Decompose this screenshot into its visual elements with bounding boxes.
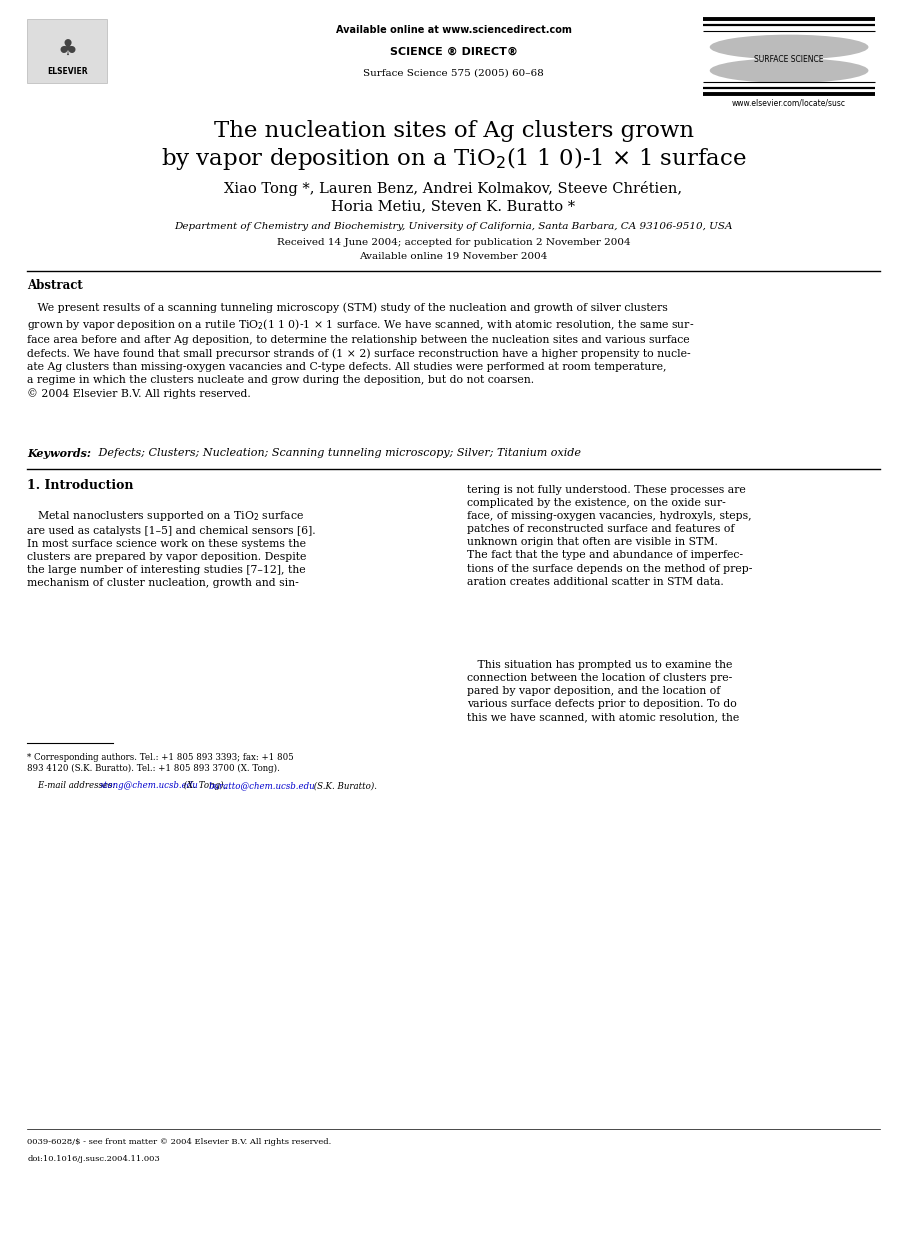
Text: Metal nanoclusters supported on a TiO$_2$ surface
are used as catalysts [1–5] an: Metal nanoclusters supported on a TiO$_2… <box>27 509 316 588</box>
Text: xtong@chem.ucsb.edu: xtong@chem.ucsb.edu <box>100 781 199 790</box>
Ellipse shape <box>710 35 869 59</box>
Text: buratto@chem.ucsb.edu: buratto@chem.ucsb.edu <box>209 781 316 790</box>
Text: (X. Tong),: (X. Tong), <box>181 781 229 790</box>
Text: Xiao Tong *, Lauren Benz, Andrei Kolmakov, Steeve Chrétien,: Xiao Tong *, Lauren Benz, Andrei Kolmako… <box>224 181 683 196</box>
Text: E-mail addresses:: E-mail addresses: <box>27 781 118 790</box>
Text: ♣: ♣ <box>57 40 77 59</box>
Text: ELSEVIER: ELSEVIER <box>47 67 87 77</box>
Text: Department of Chemistry and Biochemistry, University of California, Santa Barbar: Department of Chemistry and Biochemistry… <box>174 222 733 232</box>
Text: Defects; Clusters; Nucleation; Scanning tunneling microscopy; Silver; Titanium o: Defects; Clusters; Nucleation; Scanning … <box>95 448 581 458</box>
Text: Available online 19 November 2004: Available online 19 November 2004 <box>359 251 548 261</box>
Text: Available online at www.sciencedirect.com: Available online at www.sciencedirect.co… <box>336 25 571 35</box>
Text: SCIENCE ® DIRECT®: SCIENCE ® DIRECT® <box>389 47 518 57</box>
Text: (S.K. Buratto).: (S.K. Buratto). <box>311 781 377 790</box>
Text: 1. Introduction: 1. Introduction <box>27 479 133 491</box>
Text: The nucleation sites of Ag clusters grown: The nucleation sites of Ag clusters grow… <box>213 120 694 142</box>
Text: 0039-6028/$ - see front matter © 2004 Elsevier B.V. All rights reserved.: 0039-6028/$ - see front matter © 2004 El… <box>27 1138 331 1145</box>
Text: doi:10.1016/j.susc.2004.11.003: doi:10.1016/j.susc.2004.11.003 <box>27 1155 160 1162</box>
Text: www.elsevier.com/locate/susc: www.elsevier.com/locate/susc <box>732 98 846 108</box>
Text: Received 14 June 2004; accepted for publication 2 November 2004: Received 14 June 2004; accepted for publ… <box>277 238 630 248</box>
Text: We present results of a scanning tunneling microscopy (STM) study of the nucleat: We present results of a scanning tunneli… <box>27 302 695 399</box>
Bar <box>27 19 107 83</box>
Text: Abstract: Abstract <box>27 280 83 292</box>
Ellipse shape <box>710 58 869 83</box>
Text: * Corresponding authors. Tel.: +1 805 893 3393; fax: +1 805
893 4120 (S.K. Burat: * Corresponding authors. Tel.: +1 805 89… <box>27 753 294 774</box>
Text: Surface Science 575 (2005) 60–68: Surface Science 575 (2005) 60–68 <box>363 68 544 78</box>
Text: SURFACE SCIENCE: SURFACE SCIENCE <box>755 54 824 64</box>
Text: tering is not fully understood. These processes are
complicated by the existence: tering is not fully understood. These pr… <box>467 485 753 587</box>
Text: Horia Metiu, Steven K. Buratto *: Horia Metiu, Steven K. Buratto * <box>331 199 576 214</box>
Text: This situation has prompted us to examine the
connection between the location of: This situation has prompted us to examin… <box>467 660 739 722</box>
Text: by vapor deposition on a TiO$_2$(1 1 0)-1 $\times$ 1 surface: by vapor deposition on a TiO$_2$(1 1 0)-… <box>161 145 746 172</box>
Text: Keywords:: Keywords: <box>27 448 92 458</box>
